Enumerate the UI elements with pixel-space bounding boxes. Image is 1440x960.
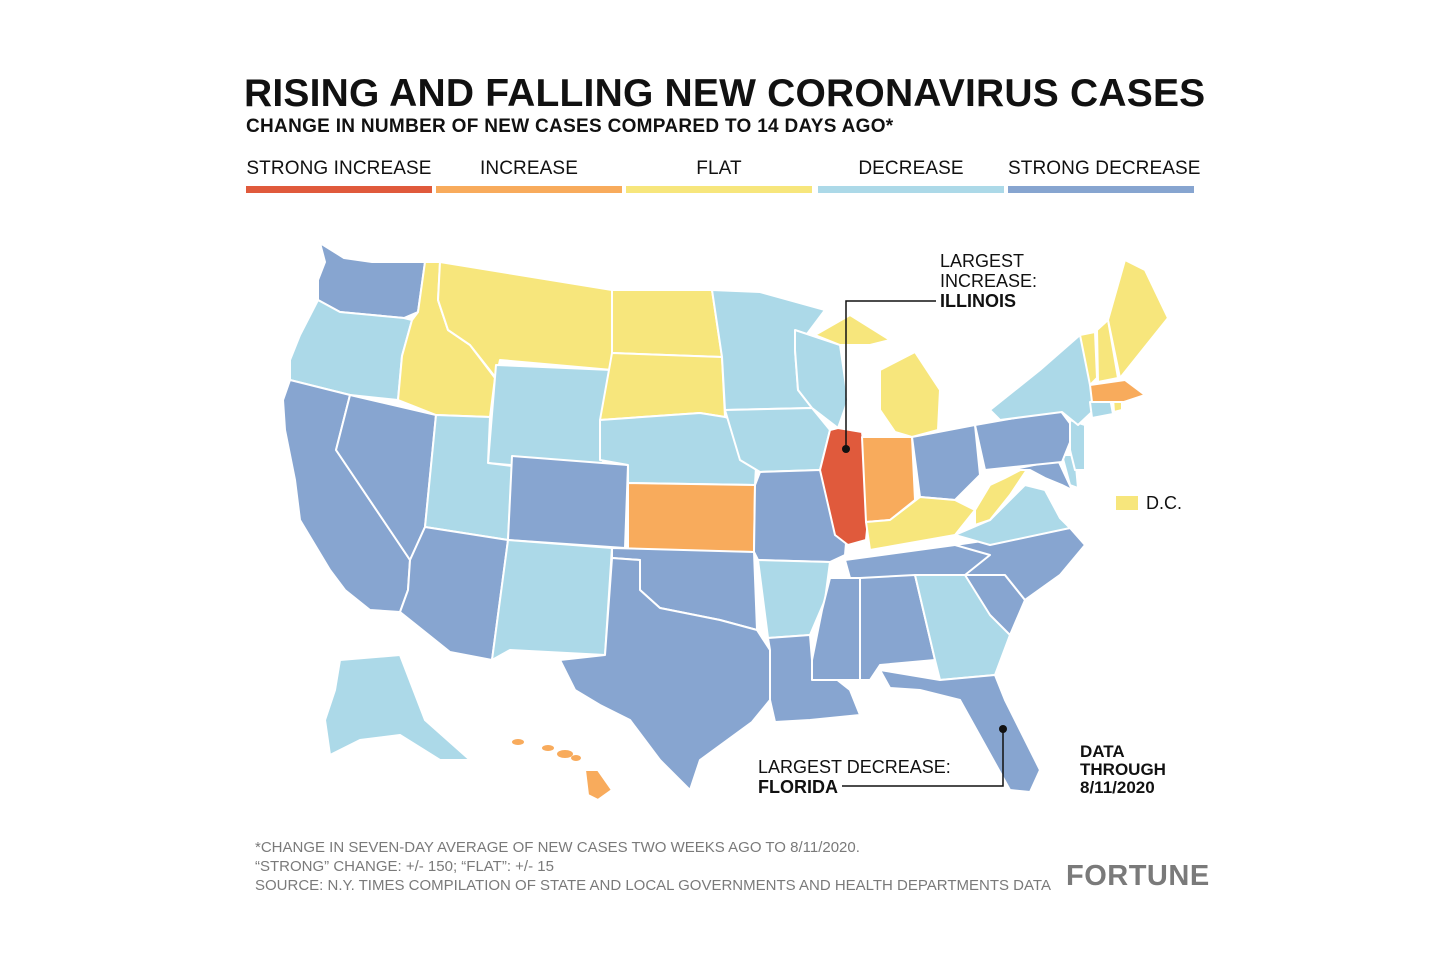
largest-increase-annotation: LARGEST INCREASE: ILLINOIS (940, 251, 1037, 311)
state-pa (974, 409, 1076, 471)
legend-swatch (246, 186, 432, 193)
state-az (399, 526, 509, 661)
state-wa (317, 242, 426, 319)
state-hi-island (571, 755, 581, 761)
state-ny (989, 334, 1095, 426)
legend-label: DECREASE (858, 158, 964, 179)
legend-swatch (626, 186, 812, 193)
florida-leader-line (842, 729, 1004, 787)
legend-swatch (1008, 186, 1194, 193)
footnote-1: *CHANGE IN SEVEN-DAY AVERAGE OF NEW CASE… (255, 839, 860, 856)
legend-label: STRONG DECREASE (1008, 158, 1201, 179)
largest-decrease-label: LARGEST DECREASE: (758, 757, 951, 777)
state-wi (794, 329, 849, 429)
largest-increase-label-2: INCREASE: (940, 271, 1038, 291)
state-mi (879, 351, 941, 438)
legend-item-decrease: DECREASE (818, 156, 1004, 196)
state-ky (865, 496, 976, 551)
chart-title: RISING AND FALLING NEW CORONAVIRUS CASES (244, 72, 1206, 115)
state-nm (491, 539, 613, 661)
largest-decrease-annotation: LARGEST DECREASE: FLORIDA (758, 757, 951, 797)
largest-increase-label: LARGEST (940, 251, 1025, 271)
legend-label: INCREASE (480, 158, 578, 179)
state-wy (487, 364, 613, 474)
state-hi-island (542, 745, 554, 751)
largest-decrease-state: FLORIDA (758, 777, 838, 797)
state-mi (814, 314, 891, 346)
state-hi-island (557, 750, 573, 758)
state-ar (757, 559, 831, 639)
state-ak (324, 654, 471, 761)
fortune-logo: FORTUNE (1066, 860, 1210, 892)
legend-label: STRONG INCREASE (246, 158, 432, 179)
state-me (1107, 259, 1169, 379)
state-ks (627, 482, 756, 553)
state-sd (599, 352, 726, 421)
state-nd (611, 289, 723, 358)
largest-increase-state: ILLINOIS (940, 291, 1016, 311)
state-ma (1089, 379, 1146, 403)
florida-leader-dot (999, 725, 1007, 733)
chart-subtitle: CHANGE IN NUMBER OF NEW CASES COMPARED T… (246, 116, 894, 137)
state-hi (584, 769, 613, 801)
state-tx (559, 557, 771, 791)
state-nj (1069, 419, 1086, 471)
state-co (507, 455, 629, 549)
state-wv (974, 464, 1031, 526)
data-through-line-3: 8/11/2020 (1080, 778, 1155, 797)
footnotes: *CHANGE IN SEVEN-DAY AVERAGE OF NEW CASE… (255, 838, 1051, 895)
legend-item-strong-increase: STRONG INCREASE (246, 156, 432, 196)
state-fl (879, 669, 1041, 793)
state-hi-island (512, 739, 524, 745)
legend-label: FLAT (696, 158, 742, 179)
data-through-line-2: THROUGH (1080, 760, 1166, 779)
legend-item-flat: FLAT (626, 156, 812, 196)
legend-item-strong-decrease: STRONG DECREASE (1008, 156, 1201, 196)
dc-label: D.C. (1146, 493, 1182, 513)
state-oh (911, 424, 981, 501)
illinois-leader-line (845, 300, 936, 449)
state-nc (954, 527, 1086, 601)
legend: STRONG INCREASE INCREASE FLAT DECREASE S… (246, 156, 1201, 200)
illinois-leader-dot (842, 445, 850, 453)
dc-swatch (1116, 496, 1138, 510)
footnote-source: SOURCE: N.Y. TIMES COMPILATION OF STATE … (255, 877, 1051, 894)
data-through-note: DATA THROUGH 8/11/2020 (1080, 743, 1166, 797)
state-nh (1096, 319, 1119, 383)
footnote-2: “STRONG” CHANGE: +/- 150; “FLAT”: +/- 15 (255, 858, 554, 875)
legend-item-increase: INCREASE (436, 156, 622, 196)
data-through-line-1: DATA (1080, 742, 1125, 761)
legend-swatch (436, 186, 622, 193)
legend-swatch (818, 186, 1004, 193)
